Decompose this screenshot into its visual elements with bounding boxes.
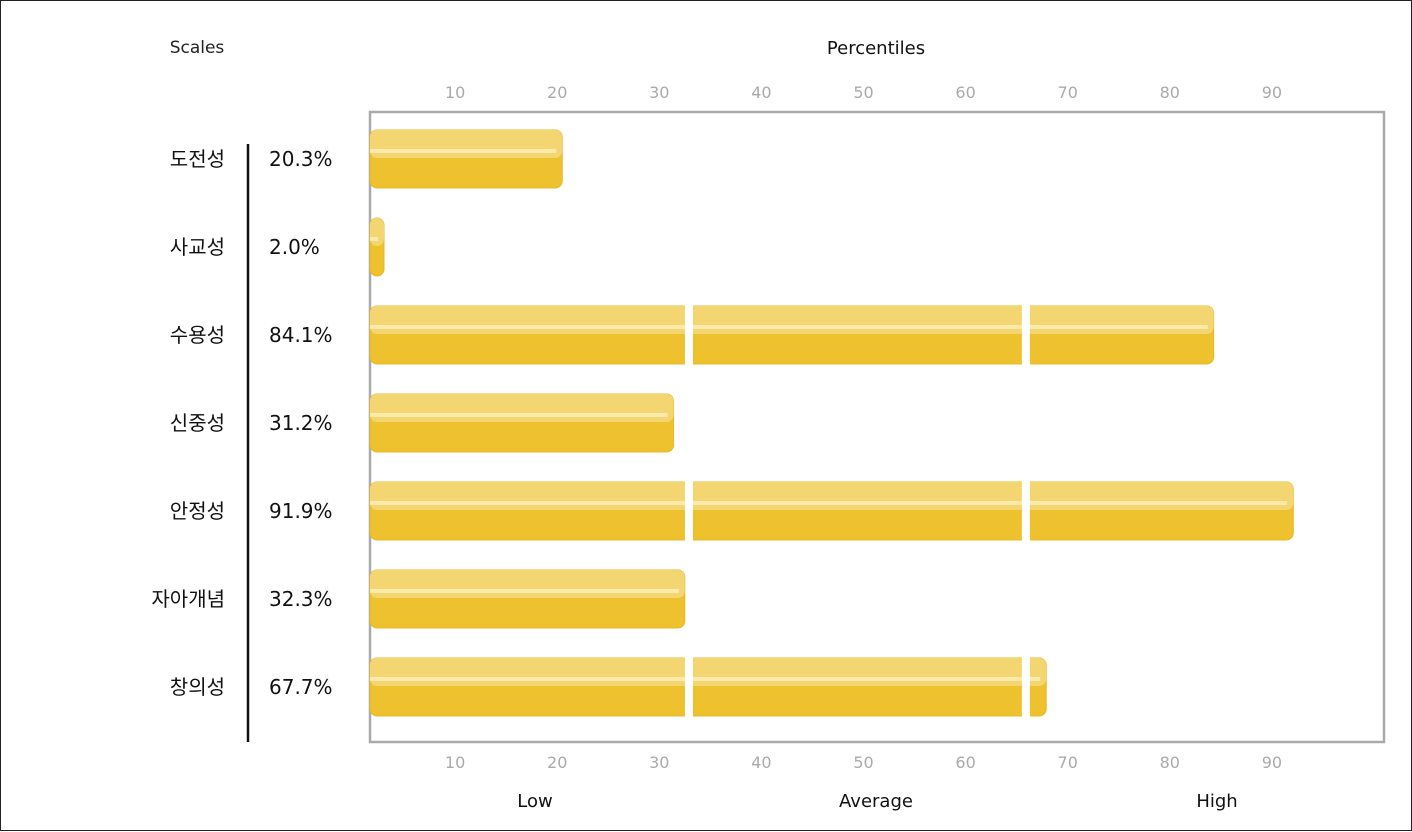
- tick-label-top: 30: [649, 83, 669, 102]
- value-label: 31.2%: [269, 411, 333, 435]
- value-label: 2.0%: [269, 235, 320, 259]
- band-label: High: [1196, 791, 1237, 812]
- band-labels: Low Average High: [517, 791, 1237, 812]
- bar-highlight: [370, 237, 378, 241]
- band-separator: [684, 479, 693, 543]
- bar-highlight: [370, 149, 557, 153]
- bar-highlight: [370, 325, 1208, 329]
- band-label: Low: [517, 791, 552, 812]
- category-label: 창의성: [170, 675, 225, 699]
- tick-label-bottom: 50: [853, 753, 873, 772]
- band-label: Average: [839, 791, 913, 812]
- tick-label-bottom: 40: [751, 753, 771, 772]
- row-labels: 도전성 20.3% 사교성 2.0% 수용성 84.1% 신중성 31.2% 안정성 91.9% 자…: [151, 147, 332, 699]
- band-separator: [684, 303, 693, 367]
- bar-top-shade: [370, 570, 685, 598]
- tick-label-bottom: 60: [955, 753, 975, 772]
- bar-top-shade: [370, 658, 1047, 686]
- category-label: 사교성: [170, 235, 225, 259]
- bar: [369, 217, 385, 277]
- category-label: 도전성: [170, 147, 225, 171]
- bar: [369, 569, 686, 629]
- tick-label-top: 20: [547, 83, 567, 102]
- value-label: 32.3%: [269, 587, 333, 611]
- bar: [369, 129, 563, 189]
- category-label: 신중성: [170, 411, 225, 435]
- bar-top-shade: [370, 218, 384, 246]
- bar: [369, 393, 675, 453]
- band-separator: [1021, 479, 1030, 543]
- scales-header: Scales: [170, 38, 225, 58]
- axis-title: Percentiles: [827, 38, 925, 59]
- bar-top-shade: [370, 130, 563, 158]
- tick-label-bottom: 20: [547, 753, 567, 772]
- bar-top-shade: [370, 306, 1214, 334]
- tick-label-top: 60: [955, 83, 975, 102]
- bottom-tick-labels: 10 20 30 40 50 60 70 80 90: [445, 753, 1282, 772]
- tick-label-bottom: 80: [1160, 753, 1180, 772]
- tick-label-bottom: 90: [1262, 753, 1282, 772]
- bar: [369, 479, 1294, 543]
- tick-label-top: 10: [445, 83, 465, 102]
- tick-label-top: 70: [1058, 83, 1078, 102]
- band-separator: [684, 655, 693, 719]
- bar-highlight: [370, 501, 1288, 505]
- bars-group: [369, 129, 1294, 719]
- bar: [369, 303, 1215, 367]
- value-label: 91.9%: [269, 499, 333, 523]
- bar-top-shade: [370, 394, 674, 422]
- tick-label-bottom: 10: [445, 753, 465, 772]
- top-tick-labels: 10 20 30 40 50 60 70 80 90: [445, 83, 1282, 102]
- tick-label-top: 40: [751, 83, 771, 102]
- tick-label-bottom: 70: [1058, 753, 1078, 772]
- bar-highlight: [370, 413, 668, 417]
- tick-label-bottom: 30: [649, 753, 669, 772]
- tick-label-top: 80: [1160, 83, 1180, 102]
- tick-label-top: 50: [853, 83, 873, 102]
- bar: [369, 655, 1047, 719]
- category-label: 자아개념: [151, 587, 225, 611]
- bar-highlight: [370, 677, 1041, 681]
- bar-highlight: [370, 589, 679, 593]
- band-separator: [1021, 655, 1030, 719]
- band-separator: [1021, 303, 1030, 367]
- value-label: 84.1%: [269, 323, 333, 347]
- tick-label-top: 90: [1262, 83, 1282, 102]
- bar-top-shade: [370, 482, 1294, 510]
- value-label: 67.7%: [269, 675, 333, 699]
- category-label: 안정성: [170, 499, 225, 523]
- category-label: 수용성: [170, 323, 225, 347]
- value-label: 20.3%: [269, 147, 333, 171]
